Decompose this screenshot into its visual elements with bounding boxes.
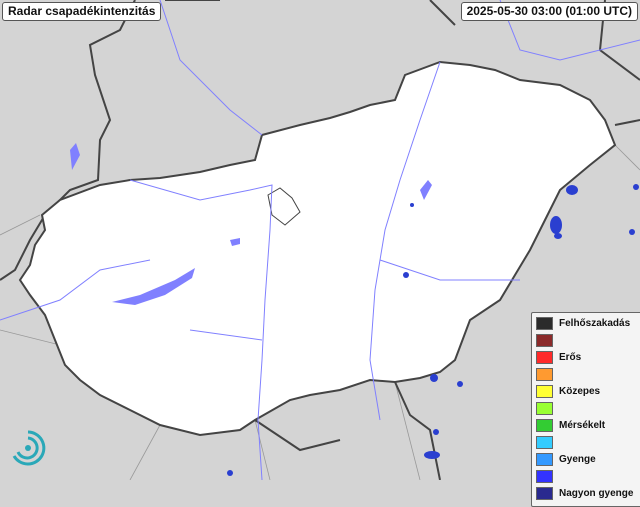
lakes	[70, 143, 432, 305]
legend-label: Gyenge	[559, 454, 596, 465]
legend-swatch	[536, 436, 553, 449]
legend-label: Erős	[559, 352, 582, 363]
legend-label: Mérsékelt	[559, 420, 606, 431]
legend-item: Gyenge	[536, 452, 640, 467]
legend-item: Mérsékelt	[536, 418, 640, 433]
timestamp: 2025-05-30 03:00 (01:00 UTC)	[460, 2, 638, 21]
legend-item	[536, 367, 640, 382]
map-title: Radar csapadékintenzitás	[2, 2, 162, 21]
lake-tisza	[420, 180, 432, 200]
legend-item	[536, 333, 640, 348]
precipitation-echoes	[227, 184, 639, 476]
legend-swatch	[536, 368, 553, 381]
met-service-logo	[12, 430, 46, 466]
legend-label: Nagyon gyenge	[559, 488, 634, 499]
budapest-outline	[267, 187, 301, 226]
legend-swatch	[536, 334, 553, 347]
legend-swatch	[536, 470, 553, 483]
lake-balaton	[112, 268, 195, 305]
legend-swatch	[536, 419, 553, 432]
legend-label: Felhőszakadás	[559, 318, 631, 329]
legend-item	[536, 469, 640, 484]
legend-swatch	[536, 385, 553, 398]
rivers	[0, 0, 640, 480]
legend-item	[536, 435, 640, 450]
legend-swatch	[536, 351, 553, 364]
lake-neusiedl	[70, 143, 80, 170]
neighbor-borders	[0, 144, 640, 480]
hungary-territory	[18, 60, 617, 437]
legend-item: Felhőszakadás	[536, 316, 640, 331]
radar-map	[0, 0, 640, 480]
legend-item: Nagyon gyenge	[536, 486, 640, 501]
legend-swatch	[536, 317, 553, 330]
legend-item: Erős	[536, 350, 640, 365]
legend-item: Közepes	[536, 384, 640, 399]
legend-swatch	[536, 402, 553, 415]
legend-label: Közepes	[559, 386, 601, 397]
legend-swatch	[536, 487, 553, 500]
legend-swatch	[536, 453, 553, 466]
legend-item	[536, 401, 640, 416]
intensity-legend: Felhőszakadás Erős Közepes Mérsékelt Gyenge N…	[531, 312, 640, 507]
